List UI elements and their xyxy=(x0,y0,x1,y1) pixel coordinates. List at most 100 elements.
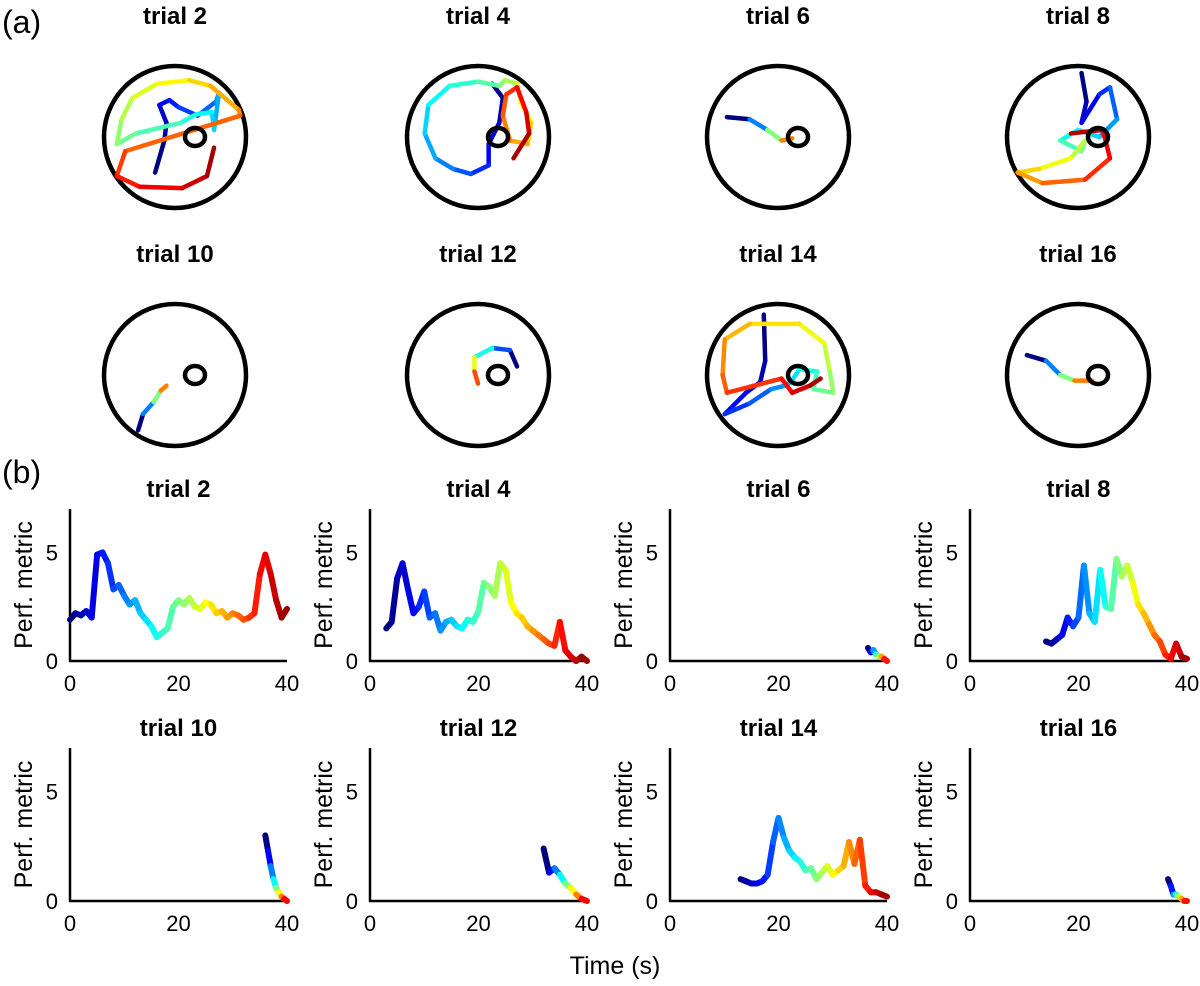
series-segment xyxy=(404,586,417,617)
plot-title: trial 16 xyxy=(1040,715,1117,742)
goal-ring xyxy=(785,125,811,149)
y-tick-label: 5 xyxy=(346,540,358,565)
y-tick-label: 0 xyxy=(46,889,58,914)
performance-plot: trial 8 0 20 40 0 5 Perf. metric xyxy=(910,476,1199,696)
trajectory-map: trial 16 xyxy=(1004,241,1152,449)
x-tick-label: 20 xyxy=(766,911,790,936)
trajectory-segment xyxy=(114,148,128,179)
trial-title: trial 4 xyxy=(446,3,511,30)
trajectory-segment xyxy=(447,79,481,89)
x-tick-label: 40 xyxy=(575,911,599,936)
trajectory-segment xyxy=(724,114,752,122)
series-segment xyxy=(281,895,290,904)
trajectory-segment xyxy=(123,113,243,154)
plot-title: trial 2 xyxy=(146,476,210,503)
trial-title: trial 6 xyxy=(746,3,810,30)
trial-title: trial 12 xyxy=(439,241,516,268)
trajectory-segment xyxy=(426,83,452,108)
trajectory-segment xyxy=(821,340,832,371)
y-axis-label: Perf. metric xyxy=(910,521,938,649)
series-segment xyxy=(1108,555,1120,612)
goal-ring xyxy=(1085,125,1111,149)
y-tick-label: 5 xyxy=(946,540,958,565)
trajectory-map: trial 12 xyxy=(404,241,552,449)
x-tick-label: 20 xyxy=(166,911,190,936)
series-segment xyxy=(578,653,590,664)
trajectory-segment xyxy=(130,81,160,101)
series-segment xyxy=(1124,562,1136,586)
x-tick-label: 0 xyxy=(64,911,76,936)
trajectory-segment xyxy=(720,337,727,378)
series-segment xyxy=(1178,653,1190,662)
arena-circle xyxy=(404,63,552,211)
series-segment xyxy=(267,571,280,604)
trial-title: trial 14 xyxy=(739,241,817,268)
trajectory-segment xyxy=(497,95,506,126)
trajectory-segment xyxy=(208,83,242,113)
trajectory-segment xyxy=(1043,358,1063,378)
trajectory-segment xyxy=(789,383,813,395)
series-segment xyxy=(251,571,263,617)
y-tick-label: 0 xyxy=(646,649,658,674)
series-segment xyxy=(881,655,890,664)
trajectory-segment xyxy=(761,312,768,364)
x-tick-label: 20 xyxy=(1066,911,1090,936)
series-segment xyxy=(88,551,101,621)
performance-plot: trial 10 0 20 40 0 5 Perf. metric xyxy=(10,715,299,936)
trajectory-segment xyxy=(724,376,784,395)
trajectory-segment xyxy=(135,411,146,433)
trajectory-segment xyxy=(1107,85,1120,122)
trajectory-map: trial 10 xyxy=(101,241,249,449)
trajectory-segment xyxy=(422,131,438,161)
trial-title: trial 2 xyxy=(143,3,207,30)
trial-title: trial 10 xyxy=(136,241,213,268)
trajectory-segment xyxy=(797,321,827,346)
trajectory-segment xyxy=(807,376,823,388)
series-segment xyxy=(878,891,890,900)
trajectory-segment xyxy=(140,399,156,417)
trajectory-segment xyxy=(472,345,495,360)
series-segment xyxy=(1097,566,1109,610)
trajectory-segment xyxy=(209,109,217,133)
trajectory-segment xyxy=(158,383,169,393)
trajectory-segment xyxy=(155,77,192,86)
trajectory-segment xyxy=(747,386,774,406)
goal-ring xyxy=(485,363,511,387)
trajectory-segment xyxy=(1058,372,1077,383)
series-segment xyxy=(104,560,117,593)
x-tick-label: 0 xyxy=(364,671,376,696)
series-segment xyxy=(491,560,504,599)
series-segment xyxy=(164,603,177,632)
y-axis-label: Perf. metric xyxy=(310,761,338,889)
x-axis-label: Time (s) xyxy=(570,952,661,980)
trajectory-map: trial 4 xyxy=(404,3,552,211)
series-segment xyxy=(399,560,411,593)
trajectory-segment xyxy=(468,163,491,177)
y-tick-label: 0 xyxy=(946,649,958,674)
trajectory-segment xyxy=(472,369,481,386)
y-tick-label: 5 xyxy=(946,780,958,805)
goal-ring xyxy=(785,363,811,387)
series-segment xyxy=(1080,562,1093,617)
trajectory-segment xyxy=(119,95,135,122)
performance-plot: trial 12 0 20 40 0 5 Perf. metric xyxy=(310,715,599,936)
trajectory-map: trial 2 xyxy=(101,3,249,211)
trial-title: trial 8 xyxy=(1046,3,1110,30)
x-tick-label: 40 xyxy=(575,671,599,696)
performance-plot: trial 4 0 20 40 0 5 Perf. metric xyxy=(310,476,599,696)
trajectory-map: trial 14 xyxy=(704,241,852,449)
trajectory-segment xyxy=(114,173,142,189)
goal-ring xyxy=(182,363,208,387)
series-segment xyxy=(475,579,487,615)
arena-circle xyxy=(1004,301,1152,449)
trajectory-segment xyxy=(1040,177,1088,186)
series-segment xyxy=(262,551,274,578)
goal-ring xyxy=(182,125,208,149)
trajectory-segment xyxy=(1082,156,1113,182)
series-segment xyxy=(856,836,869,889)
plot-title: trial 8 xyxy=(1046,476,1110,503)
goal-ring xyxy=(1085,363,1111,387)
trajectory-segment xyxy=(489,345,513,353)
x-tick-label: 20 xyxy=(466,671,490,696)
